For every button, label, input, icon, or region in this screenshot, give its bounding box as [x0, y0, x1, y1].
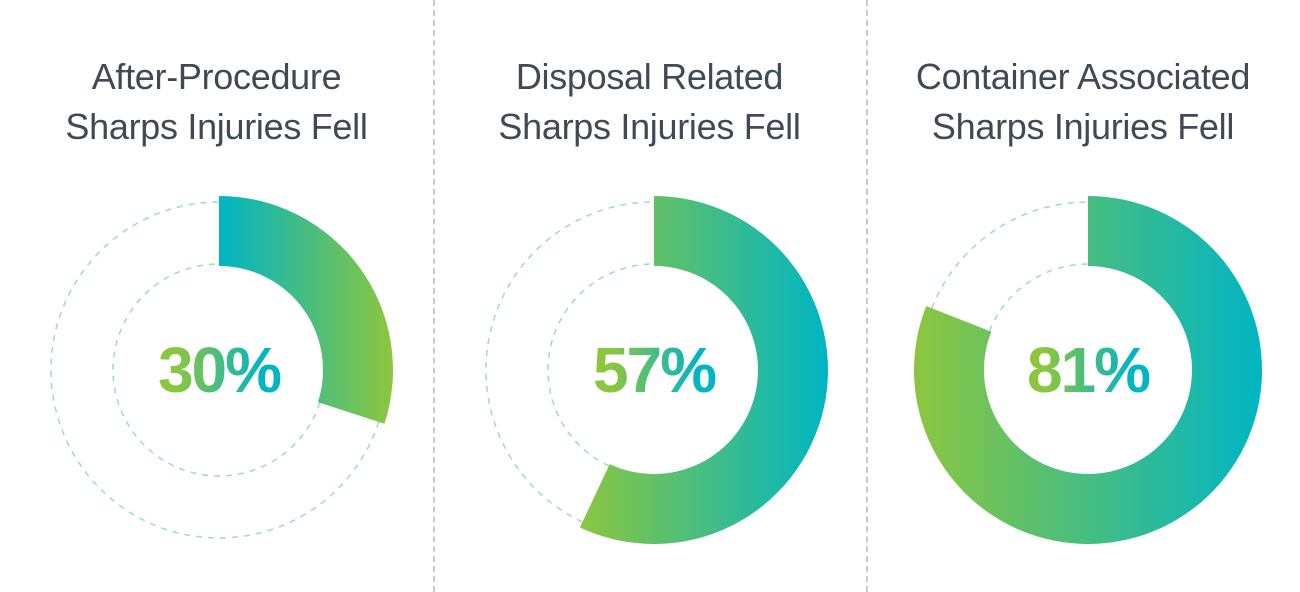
panel-title-line: Disposal Related [515, 56, 784, 97]
value-arc [913, 196, 1262, 544]
panel-title-line: After-Procedure [91, 56, 342, 97]
remaining-inner-guide [547, 263, 655, 467]
panel-title-line: Sharps Injuries Fell [498, 106, 801, 147]
percent-label: 81% [1027, 334, 1150, 406]
stat-panel-disposal-related: Disposal Related Sharps Injuries Fell 57… [433, 0, 866, 592]
panel-title: After-Procedure Sharps Injuries Fell [0, 52, 433, 152]
donut-chart: 57% [485, 196, 829, 544]
donut-chart: 81% [913, 196, 1262, 544]
panel-title: Disposal Related Sharps Injuries Fell [433, 52, 866, 152]
panel-title-line: Container Associated [915, 56, 1251, 97]
remaining-outer-guide [931, 201, 1089, 309]
stat-panel-container-associated: Container Associated Sharps Injuries Fel… [866, 0, 1300, 592]
remaining-outer-guide [485, 201, 655, 523]
value-arc [219, 196, 393, 424]
column-divider [866, 0, 868, 592]
column-divider [433, 0, 435, 592]
donut-chart: 30% [50, 196, 393, 539]
panel-title-line: Sharps Injuries Fell [931, 106, 1235, 147]
stat-panel-after-procedure: After-Procedure Sharps Injuries Fell 30% [0, 0, 433, 592]
panel-title: Container Associated Sharps Injuries Fel… [866, 52, 1300, 152]
panel-title-line: Sharps Injuries Fell [65, 106, 368, 147]
percent-label: 30% [158, 334, 281, 406]
remaining-inner-guide [112, 263, 321, 477]
value-arc [579, 196, 829, 544]
remaining-inner-guide [988, 263, 1089, 332]
percent-label: 57% [593, 334, 716, 406]
